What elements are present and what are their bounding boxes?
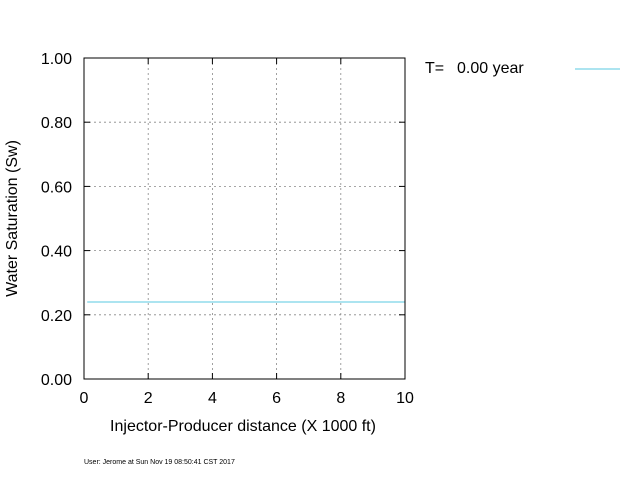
y-tick-label: 0.00 bbox=[41, 372, 72, 389]
legend-value: 0.00 year bbox=[457, 60, 524, 77]
legend-label: T= bbox=[425, 60, 444, 77]
y-tick-label: 0.80 bbox=[41, 115, 72, 132]
tick-labels: 0 2 4 6 8 10 0.00 0.20 0.40 0.60 0.80 1.00 bbox=[41, 51, 414, 407]
footer-text: User: Jerome at Sun Nov 19 08:50:41 CST … bbox=[84, 459, 235, 466]
x-tick-label: 10 bbox=[396, 390, 414, 407]
x-tick-label: 6 bbox=[272, 390, 281, 407]
axis-ticks bbox=[83, 57, 406, 380]
x-tick-label: 4 bbox=[208, 390, 217, 407]
y-tick-label: 0.60 bbox=[41, 179, 72, 196]
x-tick-label: 2 bbox=[144, 390, 153, 407]
y-tick-label: 0.40 bbox=[41, 244, 72, 261]
y-tick-label: 1.00 bbox=[41, 51, 72, 68]
x-tick-label: 0 bbox=[80, 390, 89, 407]
plot-area-border bbox=[83, 57, 406, 380]
x-axis-title: Injector-Producer distance (X 1000 ft) bbox=[110, 418, 376, 435]
grid-lines bbox=[84, 58, 405, 379]
y-axis-title: Water Saturation (Sw) bbox=[4, 140, 21, 297]
y-tick-label: 0.20 bbox=[41, 308, 72, 325]
x-tick-label: 8 bbox=[336, 390, 345, 407]
legend: T= 0.00 year bbox=[425, 60, 620, 77]
